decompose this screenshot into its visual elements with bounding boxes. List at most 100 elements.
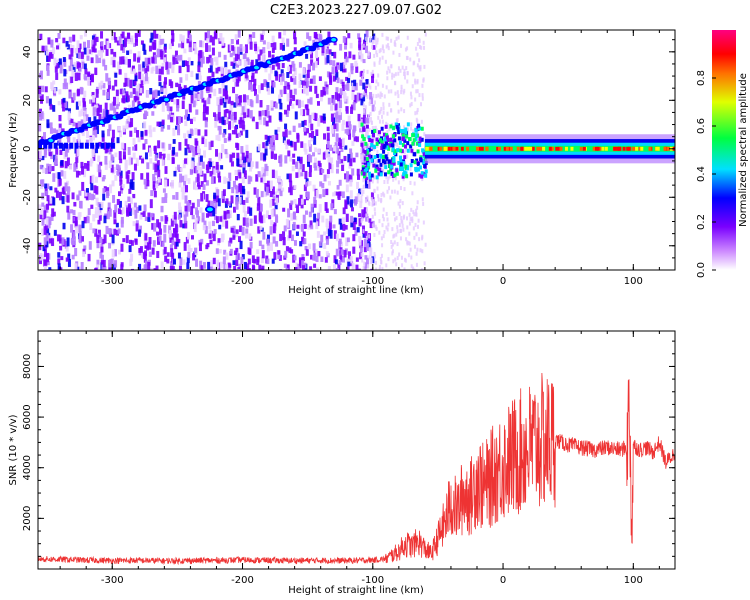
heat-cell (378, 60, 381, 65)
heat-cell (109, 146, 113, 152)
heat-cell (141, 251, 145, 258)
heat-cell (397, 136, 401, 141)
heat-cell (88, 192, 92, 200)
heat-cell (323, 133, 327, 140)
heat-cell (46, 195, 50, 202)
heat-cell (340, 249, 344, 255)
heat-cell (322, 91, 326, 96)
heat-cell (122, 125, 126, 133)
heat-cell (94, 211, 98, 218)
heat-cell (240, 256, 244, 265)
heat-cell (199, 40, 203, 48)
heat-cell (218, 152, 222, 161)
heat-cell (87, 253, 91, 262)
heat-cell (43, 210, 47, 220)
heat-cell (388, 174, 391, 179)
heat-cell (182, 259, 186, 265)
heat-cell (89, 175, 93, 184)
heat-cell (134, 34, 138, 43)
heat-cell (52, 173, 56, 182)
heat-cell (94, 176, 98, 183)
heat-cell (243, 102, 247, 109)
heat-cell (298, 198, 302, 206)
heat-cell (450, 146, 454, 151)
heat-cell (348, 124, 352, 130)
heat-cell (277, 175, 281, 184)
heat-cell (423, 45, 426, 50)
heat-cell (335, 233, 339, 242)
heat-cell (116, 170, 120, 177)
heat-cell (281, 62, 285, 69)
heat-cell (117, 208, 121, 215)
heat-cell (380, 253, 383, 258)
heat-cell (110, 142, 115, 149)
heat-cell (144, 233, 148, 241)
heat-cell (422, 78, 425, 83)
heat-cell (409, 144, 413, 149)
heat-cell (376, 132, 379, 137)
heat-cell (255, 174, 259, 182)
heat-cell (132, 152, 136, 160)
heat-cell (97, 219, 101, 225)
heat-cell (367, 51, 370, 56)
heat-cell (68, 91, 72, 99)
heat-cell (120, 43, 124, 51)
heat-cell (384, 137, 388, 142)
heat-cell (170, 38, 174, 47)
heat-cell (246, 191, 250, 199)
heat-cell (92, 154, 96, 161)
heat-cell (392, 234, 395, 239)
heat-cell (415, 89, 418, 94)
heat-cell (58, 137, 62, 145)
heat-cell (193, 43, 197, 49)
heat-cell (202, 224, 206, 231)
heat-cell (67, 111, 71, 121)
heat-cell (359, 200, 363, 209)
heat-cell (385, 156, 389, 161)
heat-cell (182, 93, 186, 100)
heat-cell (253, 83, 257, 91)
heat-cell (201, 212, 205, 221)
heat-cell (83, 245, 87, 250)
heat-cell (66, 237, 70, 247)
heat-cell (313, 196, 317, 204)
heat-cell (386, 179, 389, 184)
heat-cell (347, 77, 351, 83)
heat-cell (200, 265, 204, 270)
heat-cell (421, 148, 425, 153)
heat-cell (43, 132, 47, 141)
heat-cell (190, 89, 194, 96)
heat-cell (178, 265, 182, 270)
heat-cell (58, 115, 62, 122)
heat-cell (156, 236, 160, 245)
heat-cell (74, 47, 78, 55)
heat-cell (303, 223, 307, 230)
heat-cell (216, 189, 220, 199)
heat-cell (374, 125, 377, 130)
heat-cell (97, 155, 101, 163)
heat-cell (353, 136, 357, 142)
heat-cell (424, 32, 427, 37)
heat-cell (272, 191, 276, 201)
heat-cell (379, 256, 382, 261)
heat-cell (365, 79, 369, 85)
heat-cell (57, 172, 61, 179)
heat-cell (371, 129, 375, 134)
heat-cell (328, 162, 332, 170)
heat-cell (233, 102, 237, 108)
heat-cell (135, 220, 139, 226)
heat-cell (194, 92, 198, 100)
heat-cell (198, 242, 202, 252)
spectrogram-ytick-label: -20 (22, 189, 33, 205)
heat-cell (152, 240, 156, 247)
heat-cell (271, 135, 275, 143)
heat-cell (79, 142, 84, 149)
heat-cell (349, 148, 353, 154)
heat-cell (146, 242, 150, 251)
heat-cell (299, 156, 303, 164)
heat-cell (526, 146, 530, 151)
heat-cell (215, 216, 219, 224)
heat-cell (536, 146, 540, 151)
heat-cell (387, 222, 390, 227)
heat-cell (189, 247, 193, 253)
